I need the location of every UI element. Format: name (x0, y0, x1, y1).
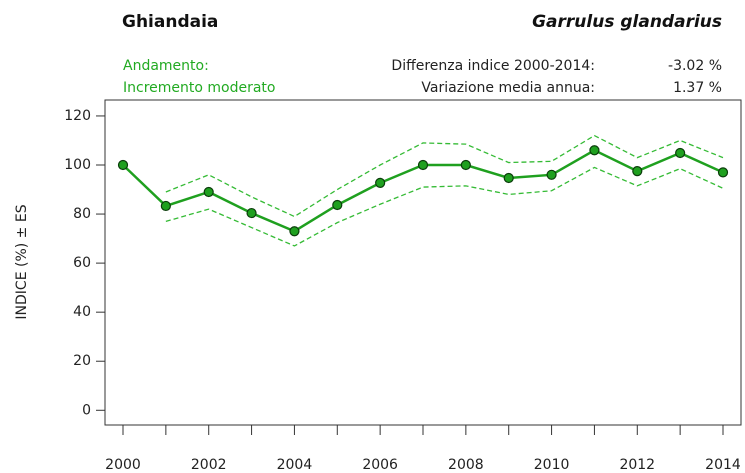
point (503, 172, 514, 184)
point (717, 167, 729, 178)
point (160, 200, 171, 212)
y-axis-label: INDICE (%) ± ES (14, 204, 30, 319)
y-tick-label: 20 (73, 353, 91, 369)
y-tick-label: 40 (73, 304, 91, 320)
stat-label: Variazione media annua: (421, 80, 595, 96)
y-tick-label: 60 (73, 255, 91, 271)
point (117, 159, 129, 171)
point (289, 226, 300, 237)
series-line (165, 166, 724, 247)
point (460, 159, 471, 171)
x-tick-label: 2000 (105, 457, 141, 473)
x-tick-label: 2004 (277, 457, 313, 473)
x-tick-label: 2006 (362, 457, 398, 473)
series-line (165, 134, 724, 218)
trend-value: Incremento moderato (123, 80, 275, 96)
point (203, 186, 214, 198)
x-tick-label: 2012 (619, 457, 655, 473)
stat-label: Differenza indice 2000-2014: (391, 58, 595, 74)
y-tick-label: 120 (64, 108, 91, 124)
y-tick-label: 0 (82, 402, 91, 418)
point (246, 207, 257, 219)
y-tick-label: 100 (64, 157, 91, 173)
point (375, 177, 386, 189)
stat-value: 1.37 % (673, 80, 722, 96)
x-tick-label: 2002 (191, 457, 227, 473)
point (546, 169, 557, 180)
x-tick-label: 2008 (448, 457, 484, 473)
trend-label: Andamento: (123, 58, 209, 74)
point (632, 166, 643, 177)
point (417, 159, 429, 171)
common-name: Ghiandaia (122, 12, 218, 32)
plot-frame (104, 99, 742, 426)
point (332, 199, 343, 211)
x-tick-label: 2014 (705, 457, 741, 473)
x-tick-label: 2010 (534, 457, 570, 473)
y-tick-label: 80 (73, 206, 91, 222)
point (675, 147, 686, 159)
stat-value: -3.02 % (668, 58, 722, 74)
scientific-name: Garrulus glandarius (532, 12, 722, 32)
point (589, 145, 600, 156)
